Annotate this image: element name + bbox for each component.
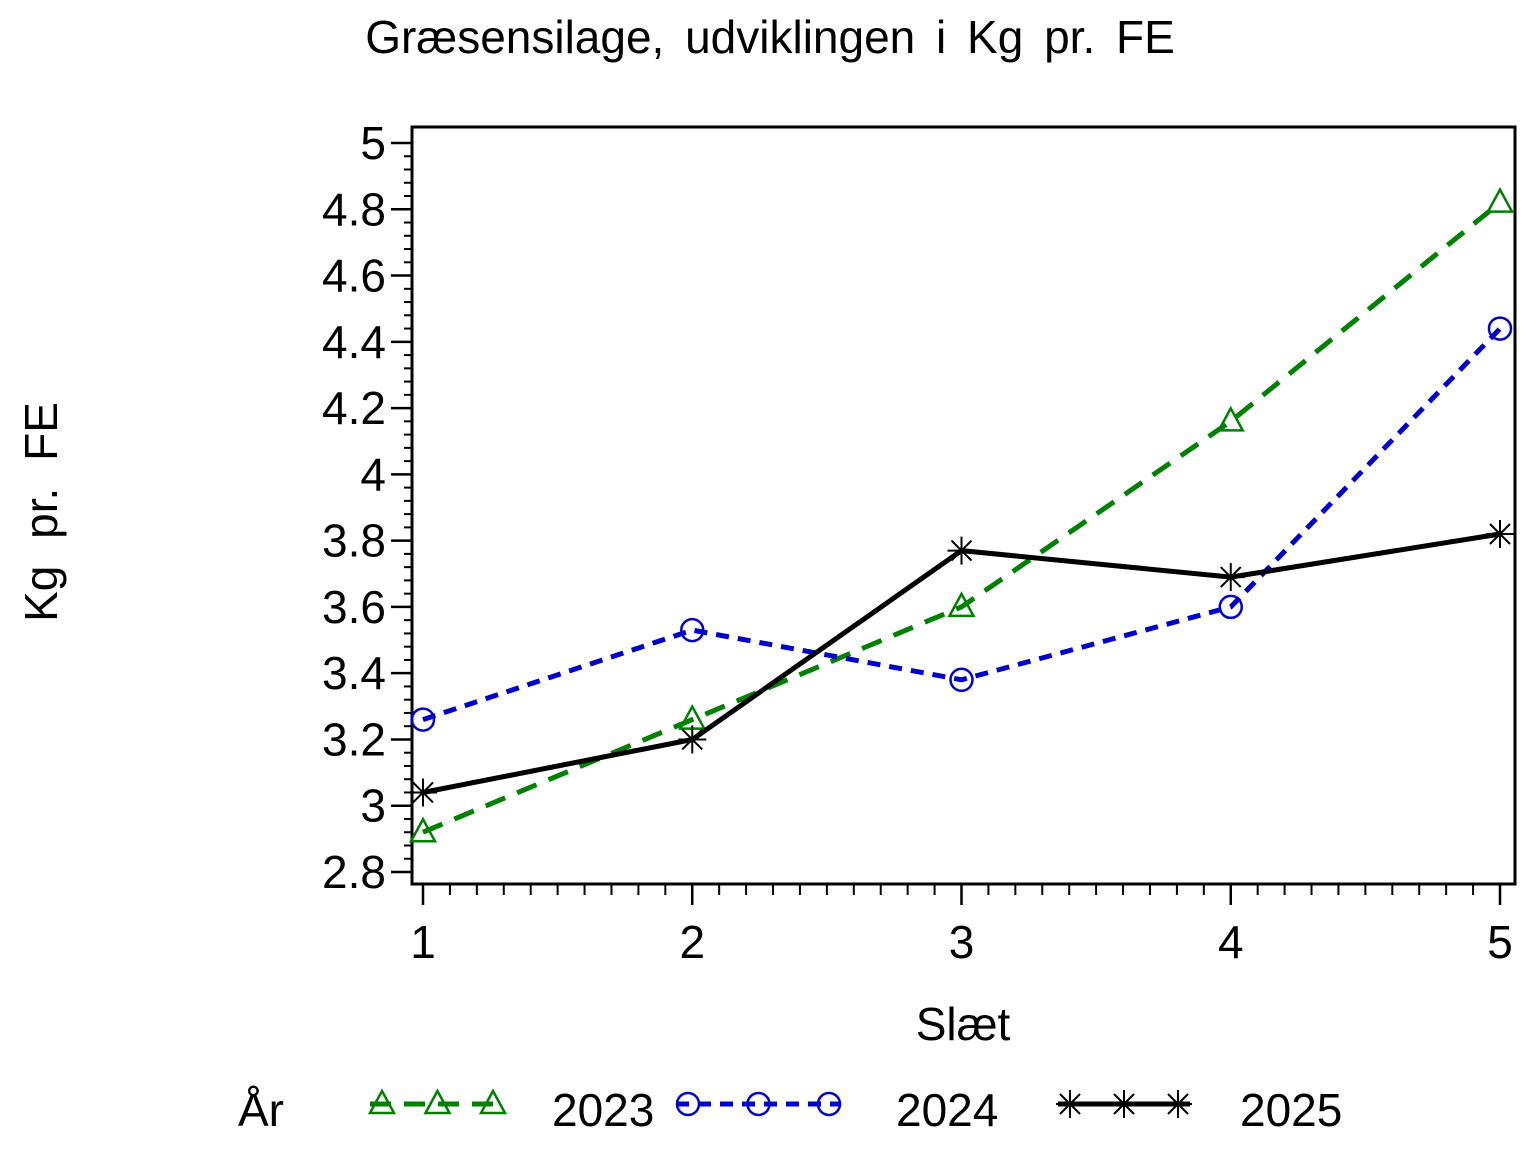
asterisk-arm <box>1167 1093 1189 1115</box>
asterisk-marker <box>1164 1090 1192 1118</box>
y-axis-tick-label: 5 <box>360 117 386 169</box>
x-axis-tick-label: 5 <box>1487 916 1513 968</box>
chart-title: Græsensilage, udviklingen i Kg pr. FE <box>365 11 1175 63</box>
series-line-2024 <box>422 326 1502 722</box>
x-axis-tick-label: 3 <box>949 916 975 968</box>
triangle-marker <box>947 591 976 618</box>
asterisk-arm <box>1489 523 1511 545</box>
circle-marker <box>949 667 974 693</box>
series-line-2025 <box>422 531 1501 795</box>
x-axis-tick-label: 2 <box>679 916 705 968</box>
plot-frame <box>410 125 1517 886</box>
y-axis-tick-label: 3.2 <box>322 713 386 765</box>
triangle-marker <box>478 1088 508 1115</box>
y-axis-label: Kg pr. FE <box>15 402 67 622</box>
circle-marker <box>410 707 436 732</box>
legend-title: År <box>238 1084 284 1136</box>
asterisk-arm <box>412 781 434 804</box>
y-axis-tick-label: 4.2 <box>322 382 386 434</box>
y-axis-tick-label: 3.4 <box>322 647 386 699</box>
y-axis-tick-label: 3 <box>360 780 386 832</box>
y-axis-tick-label: 3.8 <box>322 515 386 567</box>
series-2023 <box>408 187 1515 843</box>
legend: År 2023 2024 2025 <box>238 1084 1342 1136</box>
asterisk-marker <box>1486 520 1514 549</box>
legend-entry-2025: 2025 <box>1056 1084 1342 1136</box>
circle-marker <box>816 1091 842 1117</box>
series-line-2023 <box>422 200 1502 835</box>
asterisk-marker <box>1216 563 1245 592</box>
circle-marker <box>680 617 705 643</box>
asterisk-marker <box>409 778 437 807</box>
y-axis-tick-label: 4.4 <box>322 316 386 368</box>
circle-marker <box>675 1091 701 1117</box>
y-axis-label-group: Kg pr. FE <box>15 402 67 622</box>
asterisk-marker <box>1056 1090 1084 1118</box>
y-axis: 2.8 3 3.2 3.4 3.6 3.8 4 4.2 4.4 4.6 4.8 5 <box>322 117 412 898</box>
triangle-marker <box>423 1088 452 1115</box>
y-axis-tick-label: 3.6 <box>322 581 386 633</box>
legend-entry-2024: 2024 <box>675 1084 998 1136</box>
triangle-marker <box>1216 405 1245 432</box>
asterisk-arm <box>681 728 703 751</box>
legend-label-2023: 2023 <box>552 1084 654 1136</box>
legend-label-2024: 2024 <box>896 1084 998 1136</box>
series-2024 <box>410 316 1513 732</box>
x-axis-label: Slæt <box>916 998 1011 1050</box>
y-axis-tick-label: 4.6 <box>322 250 386 302</box>
circle-marker <box>1487 316 1513 341</box>
legend-label-2025: 2025 <box>1240 1084 1342 1136</box>
x-axis-tick-label: 1 <box>410 916 436 968</box>
series-2025 <box>409 520 1514 807</box>
asterisk-arm <box>1059 1093 1081 1115</box>
legend-entry-2023: 2023 <box>367 1084 654 1136</box>
y-axis-tick-label: 4.8 <box>322 183 386 235</box>
x-axis-tick-label: 4 <box>1218 916 1244 968</box>
y-axis-tick-label: 2.8 <box>322 846 386 898</box>
asterisk-arm <box>950 539 973 562</box>
triangle-marker <box>408 816 438 843</box>
asterisk-marker <box>678 725 707 754</box>
x-axis: 1 2 3 4 5 <box>410 884 1513 968</box>
triangle-marker <box>1485 187 1515 213</box>
asterisk-arm <box>1220 566 1242 588</box>
asterisk-marker <box>1110 1090 1138 1118</box>
triangle-marker <box>367 1088 397 1115</box>
circle-marker <box>1218 594 1243 620</box>
y-axis-tick-label: 4 <box>360 448 386 500</box>
asterisk-arm <box>1113 1093 1135 1115</box>
asterisk-marker <box>947 536 976 565</box>
circle-marker <box>746 1091 771 1117</box>
